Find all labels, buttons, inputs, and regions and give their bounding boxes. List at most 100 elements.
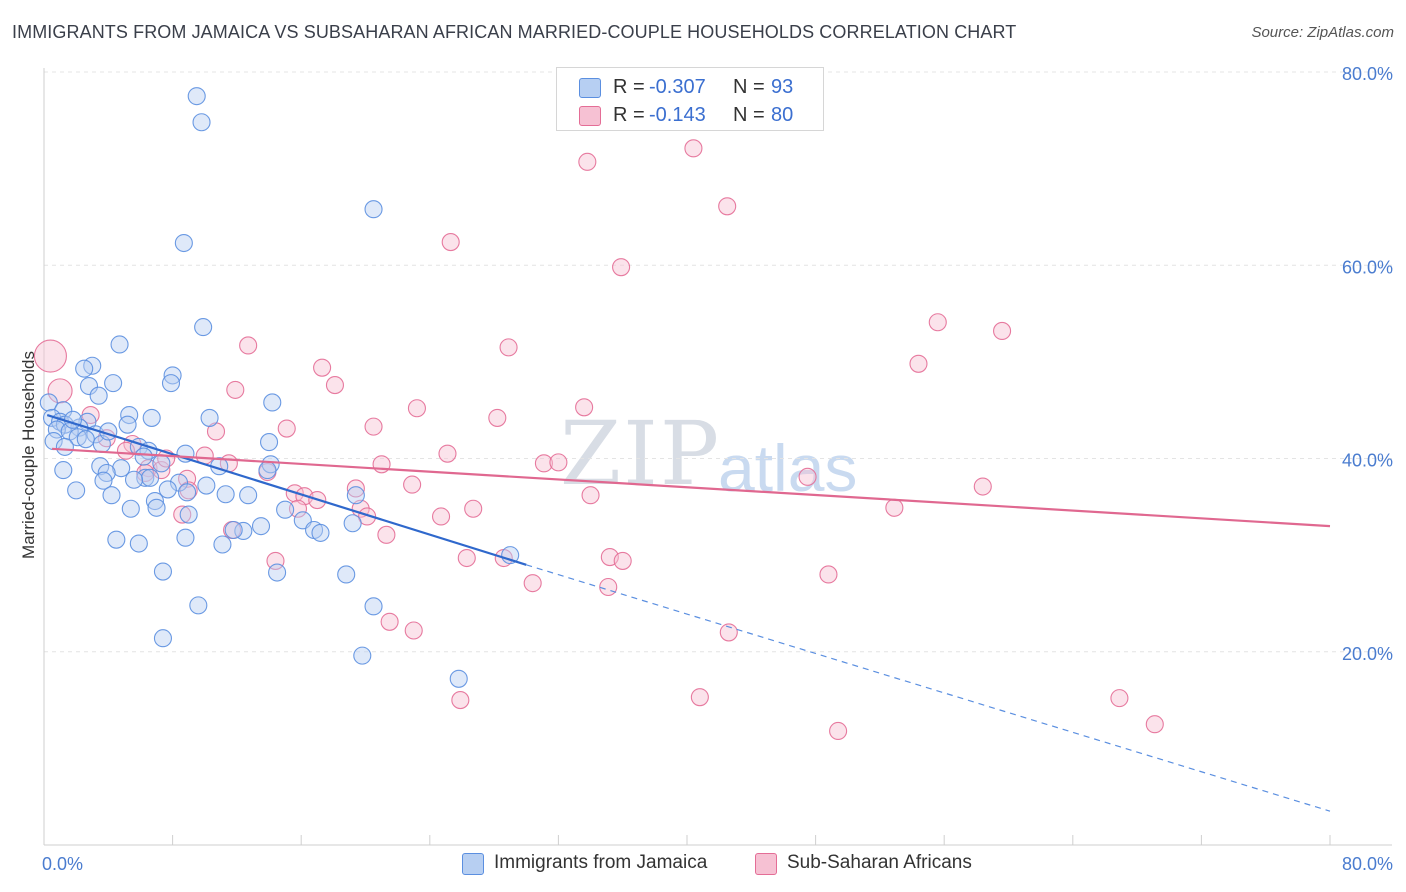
point-subsaharan: [993, 321, 1012, 341]
point-jamaica: [76, 430, 95, 449]
point-jamaica: [194, 318, 213, 337]
point-jamaica: [54, 461, 73, 480]
point-subsaharan: [819, 565, 838, 584]
legend-label: Immigrants from Jamaica: [494, 852, 708, 873]
point-subsaharan: [575, 398, 594, 417]
point-jamaica: [163, 366, 182, 385]
point-subsaharan: [599, 577, 618, 597]
point-jamaica: [251, 517, 271, 536]
point-subsaharan: [441, 233, 460, 252]
x-tick-label-min: 0.0%: [42, 854, 83, 874]
point-subsaharan: [534, 454, 553, 473]
points-layer: [33, 87, 1164, 741]
stats-legend-row-jamaica: R = -0.307 N = 93: [557, 72, 823, 102]
stats-legend-row-subsaharan: R = -0.143 N = 80: [557, 100, 823, 130]
point-jamaica: [276, 500, 295, 519]
point-jamaica: [311, 523, 330, 542]
point-subsaharan: [451, 691, 470, 710]
point-jamaica: [187, 87, 206, 106]
point-subsaharan: [380, 612, 399, 631]
point-jamaica: [268, 563, 287, 582]
point-jamaica: [79, 376, 99, 396]
point-subsaharan: [346, 479, 365, 498]
legend-swatch-pink: [579, 106, 601, 126]
point-jamaica: [239, 486, 258, 505]
point-subsaharan: [973, 477, 992, 496]
point-jamaica: [152, 454, 171, 473]
point-jamaica: [189, 596, 208, 615]
point-subsaharan: [578, 152, 597, 171]
point-subsaharan: [277, 419, 296, 438]
legend-swatch-blue: [579, 78, 601, 98]
trend-line-subsaharan: [51, 447, 1331, 528]
trend-layer: [46, 413, 1331, 812]
point-jamaica: [161, 374, 181, 393]
point-jamaica: [153, 629, 173, 648]
point-subsaharan: [488, 408, 507, 427]
point-jamaica: [118, 415, 137, 434]
point-subsaharan: [226, 380, 245, 399]
point-subsaharan: [377, 525, 396, 544]
legend-label: Sub-Saharan Africans: [787, 852, 972, 873]
point-subsaharan: [549, 453, 568, 472]
point-jamaica: [158, 480, 177, 499]
point-jamaica: [364, 200, 383, 219]
point-jamaica: [263, 393, 282, 412]
point-jamaica: [102, 486, 121, 505]
point-subsaharan: [829, 721, 848, 741]
point-jamaica: [121, 499, 140, 518]
point-subsaharan: [403, 475, 422, 494]
point-jamaica: [89, 386, 108, 405]
stats-legend: R = -0.307 N = 93 R = -0.143 N = 80: [556, 67, 824, 131]
point-subsaharan: [613, 551, 632, 570]
legend-swatch-blue: [462, 853, 484, 875]
point-subsaharan: [438, 444, 457, 463]
point-jamaica: [179, 505, 198, 524]
grid-layer: [44, 71, 1392, 653]
point-jamaica: [259, 433, 279, 452]
point-subsaharan: [464, 499, 483, 518]
point-jamaica: [216, 485, 235, 504]
point-jamaica: [364, 597, 383, 616]
point-subsaharan: [457, 548, 476, 568]
point-subsaharan: [372, 455, 391, 474]
legend-r-label: R =: [613, 104, 645, 126]
point-jamaica: [142, 408, 161, 427]
chart-title: IMMIGRANTS FROM JAMAICA VS SUBSAHARAN AF…: [12, 22, 1017, 42]
legend-r-value: -0.307: [649, 76, 706, 98]
point-subsaharan: [499, 338, 518, 357]
point-jamaica: [176, 528, 195, 547]
point-jamaica: [39, 393, 58, 412]
y-axis-title: Married-couple Households: [19, 351, 38, 559]
legend-n-label: N =: [733, 104, 765, 126]
legend-r-value: -0.143: [649, 104, 706, 126]
point-subsaharan: [885, 498, 904, 517]
legend-n-label: N =: [733, 76, 765, 98]
point-subsaharan: [364, 417, 383, 436]
point-subsaharan: [266, 551, 285, 570]
point-jamaica: [141, 468, 160, 487]
labels-layer: 20.0% 40.0% 60.0% 80.0% 0.0% 80.0% Married-cou…: [19, 64, 1393, 874]
point-subsaharan: [313, 358, 332, 377]
point-jamaica: [134, 447, 153, 466]
point-subsaharan: [173, 505, 192, 524]
point-subsaharan: [1145, 715, 1164, 734]
legend-n-value: 93: [771, 76, 794, 98]
point-jamaica: [153, 562, 173, 581]
point-subsaharan: [33, 339, 67, 373]
point-jamaica: [129, 534, 148, 553]
y-tick-label: 80.0%: [1342, 64, 1393, 84]
point-subsaharan: [690, 688, 709, 707]
legend-n-value: 80: [771, 104, 794, 126]
point-jamaica: [258, 461, 277, 480]
y-tick-label: 60.0%: [1342, 257, 1393, 277]
point-jamaica: [213, 535, 232, 554]
point-jamaica: [224, 520, 243, 540]
point-jamaica: [145, 491, 164, 511]
point-subsaharan: [239, 336, 258, 355]
y-tick-label: 20.0%: [1342, 644, 1393, 664]
point-subsaharan: [928, 313, 947, 332]
point-subsaharan: [909, 354, 928, 373]
trend-line-jamaica: [46, 413, 527, 566]
